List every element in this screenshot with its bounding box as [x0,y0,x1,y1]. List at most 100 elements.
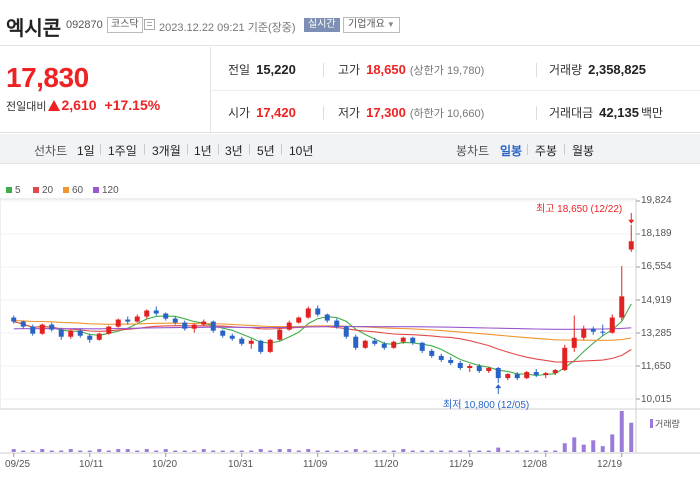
volume-bar [382,450,387,452]
candle-body [286,322,292,330]
candle-body [362,340,368,348]
volume-bar [363,450,368,452]
volume-bar [135,450,140,452]
y-tick-label: 13,285 [641,328,672,339]
volume-bar [515,450,520,452]
line-chart-label: 선차트 [34,144,68,158]
change-value: 2,610 [61,97,97,113]
volume-bar [325,450,330,452]
open-cell: 시가 17,420 [228,105,296,120]
candle-body [144,310,150,317]
candle-body [609,317,615,333]
candle-body [590,328,596,332]
volume-bar [268,450,273,452]
toolbar-separator [281,144,282,155]
period-5y[interactable]: 5년 [257,144,275,158]
volume-bar [258,449,263,452]
candle-body [49,324,55,330]
legend-ma60: 60 [63,185,83,196]
candle-weekly[interactable]: 주봉 [535,144,558,158]
volume-bar [306,449,311,452]
candle-body [315,308,321,315]
candle-body [134,316,140,322]
candle-body [514,374,520,379]
volume-bar [154,450,159,452]
volume-bar [239,450,244,452]
candle-body [448,359,454,363]
candle-body [182,322,188,329]
change-label: 전일대비 [6,101,47,113]
volume-bar [30,450,35,452]
candle-body [600,331,606,333]
ma120-line [13,325,632,330]
volume-bar [486,450,491,452]
period-1y[interactable]: 1년 [194,144,212,158]
period-3y[interactable]: 3년 [225,144,243,158]
volume-swatch [650,419,653,428]
volume-bar [59,450,64,452]
volume-bar [391,450,396,452]
volume-bar [372,450,377,452]
period-1d[interactable]: 1일 [77,144,95,158]
volume-bar [524,450,529,452]
volume-bar [49,450,54,452]
candle-body [229,335,235,339]
volume-bar [106,450,111,452]
stock-header: 엑시콘 092870 코스닥 2023.12.22 09:21 기준(장중) 실… [0,0,700,46]
summary-row-divider [211,90,700,91]
cell-separator [536,106,537,120]
candle-body [324,314,330,321]
candle-body [391,341,397,348]
calendar-icon [144,19,155,30]
candle-body [372,340,378,344]
candle-body [96,333,102,340]
candle-body [248,340,254,344]
volume-bar [116,449,121,452]
candle-body [543,373,549,376]
candle-body [467,365,473,369]
candle-body [410,337,416,343]
low-cell: 저가 17,300 (하한가 10,660) [338,105,485,120]
candle-body [457,362,463,369]
toolbar-separator [187,144,188,155]
candle-body [20,321,26,327]
volume-bar [496,447,501,452]
high-arrow-head [628,219,635,224]
ma5-line [13,303,632,377]
toolbar-separator [564,144,565,155]
period-10y[interactable]: 10년 [289,144,314,158]
candlestick-chart-svg [0,198,700,457]
price-summary: 17,830 전일대비 2,610 +17.15% 전일 15,220 고가 18,65… [0,47,700,133]
price-chart[interactable]: 5 20 60 120 19,824 18,189 16,554 14,919 … [0,165,700,490]
candle-body [486,368,492,372]
candle-body [438,355,444,360]
company-info-button[interactable]: 기업개요 ▼ [343,17,400,33]
candle-body [476,365,482,372]
legend-swatch [63,187,69,193]
candle-body [125,319,131,322]
volume-bar [420,450,425,452]
x-tick-label: 10/20 [152,459,178,470]
volume-cell: 거래량 2,358,825 [549,62,646,77]
volume-bar [182,450,187,452]
volume-bar [600,446,605,452]
x-tick-label: 12/19 [597,459,623,470]
volume-bar [629,422,634,452]
volume-bar [591,440,596,452]
period-1w[interactable]: 1주일 [108,144,137,158]
candle-body [267,339,273,352]
cell-separator [536,63,537,77]
volume-bar [439,450,444,452]
candle-body [201,321,207,325]
candle-daily[interactable]: 일봉 [500,144,523,158]
y-tick-label: 18,189 [641,228,672,239]
candle-body [220,330,226,336]
volume-bar [211,450,216,452]
volume-bar [125,449,130,452]
candle-monthly[interactable]: 월봉 [572,144,595,158]
period-3m[interactable]: 3개월 [152,144,181,158]
volume-bar [401,449,406,452]
volume-bar [78,450,83,452]
volume-bar [467,450,472,452]
price-change: 전일대비 2,610 +17.15% [6,97,160,114]
